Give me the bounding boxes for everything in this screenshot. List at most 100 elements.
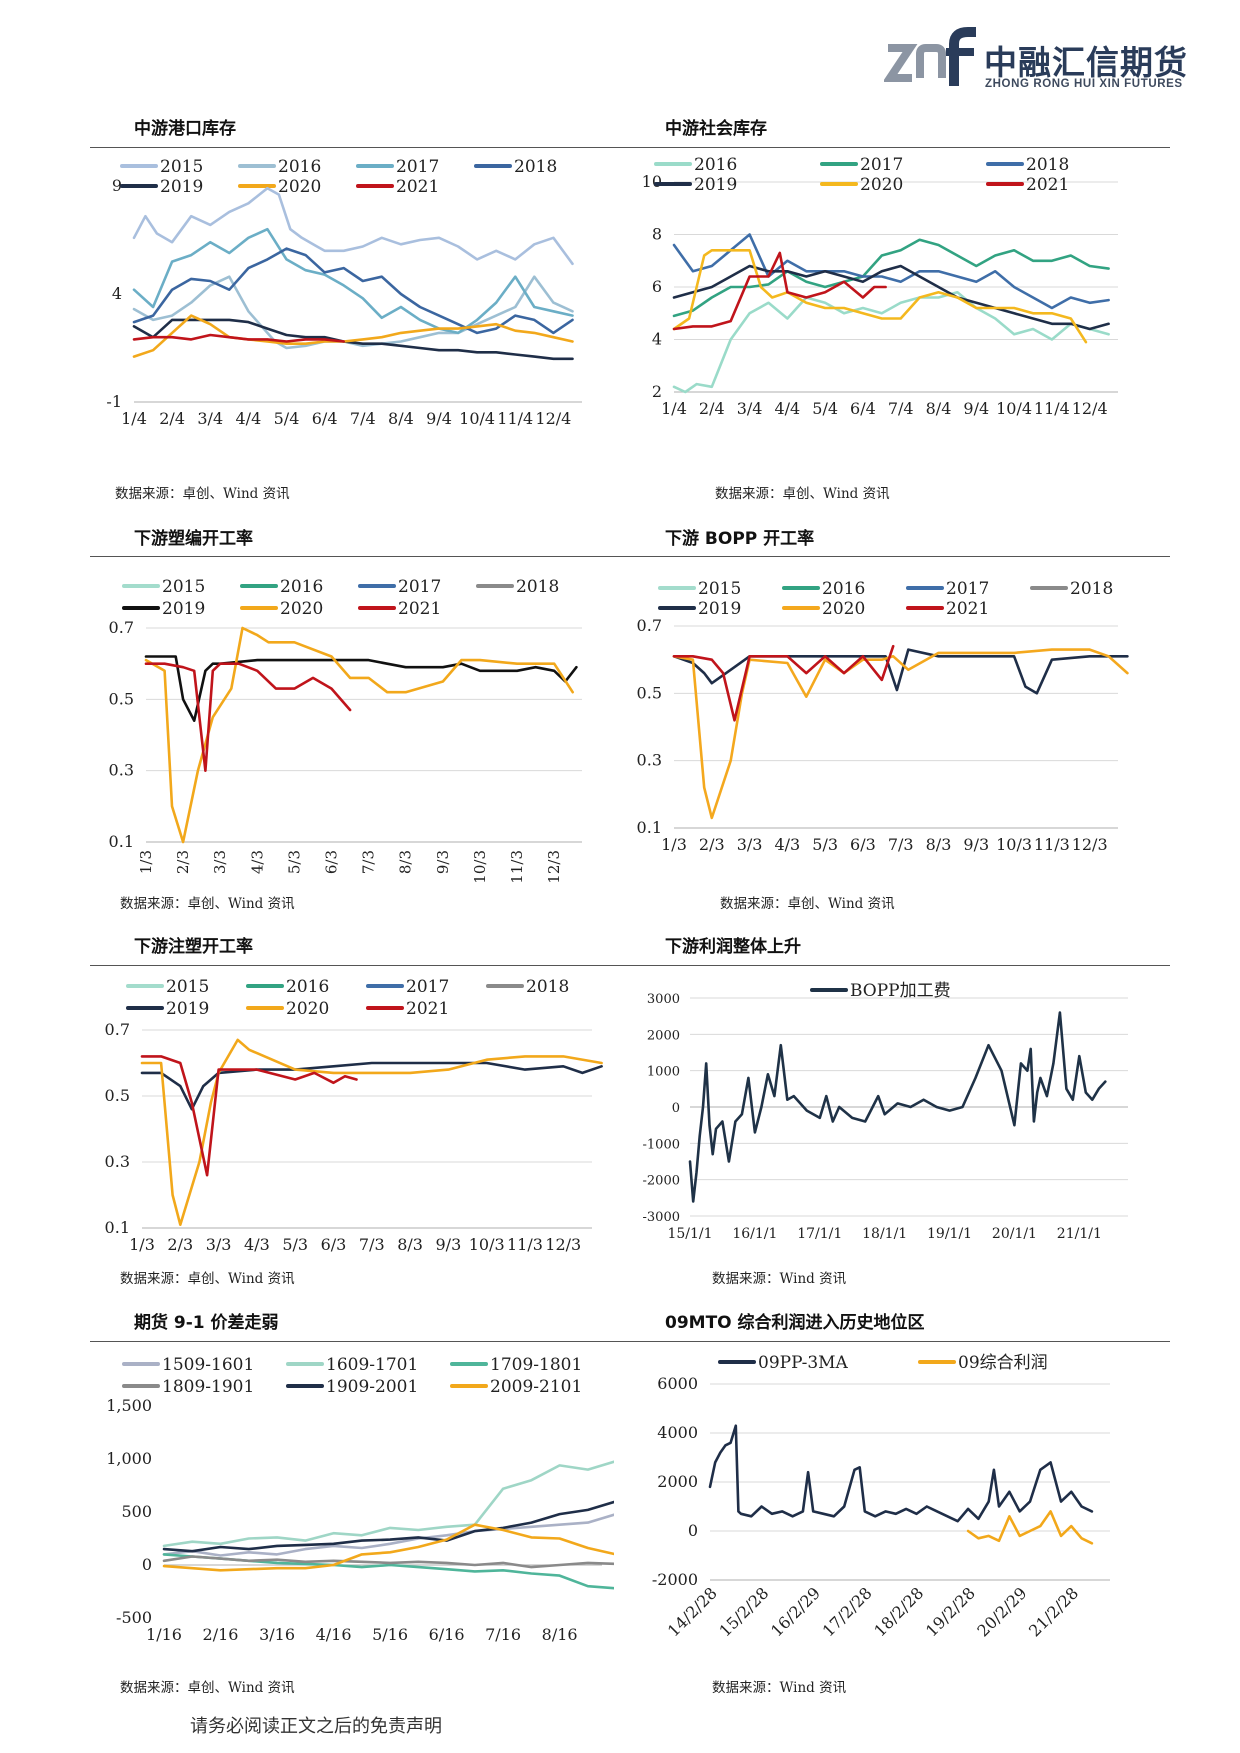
- legend-label: 2021: [946, 599, 989, 619]
- legend-label: 2020: [822, 599, 865, 619]
- section-divider: [90, 965, 1170, 967]
- y-tick-label: 0: [688, 1521, 698, 1540]
- mto-profit-chart: -2000020004000600014/2/2815/2/2816/2/291…: [652, 1353, 1110, 1640]
- series-line-2019: [132, 318, 574, 361]
- source-note: 数据来源：卓创、Wind 资讯: [120, 1271, 295, 1287]
- x-tick-label: 5/3: [285, 850, 303, 874]
- social-inventory-chart: 2 4 6 8 10 1/4 2/4 3/4 4/4 5/4 6/4 7/4 8/4 9/4 10/4 11/…: [642, 155, 1118, 418]
- legend-label: 2018: [1070, 579, 1113, 599]
- x-tick-label: 4/3: [244, 1235, 270, 1254]
- y-tick-label: 500: [121, 1502, 152, 1521]
- section-title-woven-operating-rate: 下游塑编开工率: [134, 529, 253, 549]
- y-tick-label: 0.3: [637, 751, 662, 770]
- legend-label: BOPP加工费: [850, 981, 951, 1001]
- series-line-1909-2001: [162, 1500, 614, 1553]
- x-tick-label: 10/3: [471, 850, 489, 884]
- legend-label: 2015: [166, 977, 209, 997]
- x-tick-label: 17/2/28: [819, 1583, 876, 1640]
- x-tick-label: 5/3: [282, 1235, 308, 1254]
- x-tick-label: 5/16: [372, 1625, 408, 1644]
- woven-operating-rate-chart: 0.1 0.3 0.5 0.7 1/3 2/3 3/3 4/3 5/3 6/3 7/3 8/3 9/3 1…: [109, 577, 582, 884]
- series-line-09综合利润: [966, 1510, 1094, 1545]
- legend-label: 2017: [396, 157, 439, 177]
- x-tick-label: 5/4: [274, 409, 300, 428]
- legend-label: 2016: [286, 977, 329, 997]
- legend-label: 1909-2001: [326, 1377, 418, 1397]
- x-tick-label: 9/3: [434, 850, 452, 874]
- legend-label: 2018: [1026, 155, 1069, 175]
- x-tick-label: 2/3: [699, 835, 725, 854]
- x-tick-label: 4/4: [774, 399, 800, 418]
- x-tick-label: 8/3: [397, 850, 415, 874]
- y-tick-label: 3000: [647, 992, 680, 1007]
- x-tick-label: 18/1/1: [862, 1226, 907, 1242]
- y-tick-label: 0.5: [637, 683, 662, 702]
- x-tick-label: 1/3: [661, 835, 687, 854]
- legend-label: 2019: [166, 999, 209, 1019]
- legend-label: 2018: [516, 577, 559, 597]
- section-title-injection-operating-rate: 下游注塑开工率: [134, 937, 253, 957]
- x-tick-label: 20/2/29: [973, 1583, 1030, 1640]
- y-tick-label: -500: [116, 1608, 152, 1627]
- x-tick-label: 3/4: [737, 399, 763, 418]
- legend-label: 2015: [162, 577, 205, 597]
- y-tick-label: 0: [672, 1101, 680, 1116]
- disclaimer: 请务必阅读正文之后的免责声明: [190, 1716, 442, 1737]
- x-tick-label: 3/3: [206, 1235, 232, 1254]
- x-tick-label: 4/3: [774, 835, 800, 854]
- y-tick-label: 0.7: [109, 618, 134, 637]
- section-title-port-inventory: 中游港口库存: [134, 119, 236, 139]
- y-tick-label: 8: [652, 225, 662, 244]
- y-tick-label: 0.1: [109, 832, 134, 851]
- section-title-bopp-operating-rate: 下游 BOPP 开工率: [665, 529, 815, 549]
- legend-label: 2016: [822, 579, 865, 599]
- x-tick-label: 21/1/1: [1057, 1226, 1102, 1242]
- legend-label: 2017: [946, 579, 989, 599]
- series-line-2021: [672, 644, 895, 722]
- x-tick-label: 5/4: [812, 399, 838, 418]
- legend-label: 2019: [162, 599, 205, 619]
- series-line-BOPP加工费: [688, 1011, 1107, 1203]
- x-tick-label: 6/4: [850, 399, 876, 418]
- x-tick-label: 9/3: [963, 835, 989, 854]
- y-tick-label: -2000: [652, 1570, 698, 1589]
- series-line-09PP-3MA: [708, 1424, 1094, 1523]
- series-line-1609-1701: [162, 1460, 614, 1548]
- x-tick-label: 7/4: [350, 409, 376, 428]
- x-tick-label: 2/3: [167, 1235, 193, 1254]
- series-line-2021: [140, 1055, 358, 1177]
- x-tick-label: 11/3: [508, 850, 526, 884]
- series-line-2018: [672, 233, 1110, 310]
- x-tick-label: 6/16: [429, 1625, 465, 1644]
- legend-label: 2020: [286, 999, 329, 1019]
- y-tick-label: 4000: [657, 1423, 698, 1442]
- x-tick-label: 9/4: [426, 409, 452, 428]
- y-tick-label: 0.5: [109, 689, 134, 708]
- source-note: 数据来源：卓创、Wind 资讯: [120, 1680, 295, 1696]
- y-tick-label: 2000: [647, 1028, 680, 1043]
- legend-label: 2019: [694, 175, 737, 195]
- x-tick-label: 1/4: [121, 409, 147, 428]
- x-tick-label: 19/2/28: [922, 1583, 979, 1640]
- legend-label: 09PP-3MA: [758, 1353, 849, 1373]
- x-tick-label: 7/3: [888, 835, 914, 854]
- x-tick-label: 10/4: [996, 399, 1032, 418]
- x-tick-label: 11/3: [507, 1235, 543, 1254]
- y-tick-label: 6000: [657, 1374, 698, 1393]
- x-tick-label: 6/3: [850, 835, 876, 854]
- series-line-2019: [144, 655, 578, 722]
- legend-label: 2019: [160, 177, 203, 197]
- legend-label: 2018: [514, 157, 557, 177]
- legend-label: 1809-1901: [162, 1377, 254, 1397]
- series-line-2019: [672, 264, 1110, 331]
- y-tick-label: -1000: [643, 1137, 680, 1152]
- x-tick-label: 1/16: [146, 1625, 182, 1644]
- x-tick-label: 15/2/28: [715, 1583, 772, 1640]
- source-note: 数据来源：卓创、Wind 资讯: [120, 896, 295, 912]
- x-tick-label: 3/16: [259, 1625, 295, 1644]
- y-tick-label: 0.1: [637, 818, 662, 837]
- series-line-2019: [672, 648, 1129, 695]
- x-tick-label: 20/1/1: [992, 1226, 1037, 1242]
- x-tick-label: 4/3: [248, 850, 266, 874]
- x-tick-label: 16/1/1: [732, 1226, 777, 1242]
